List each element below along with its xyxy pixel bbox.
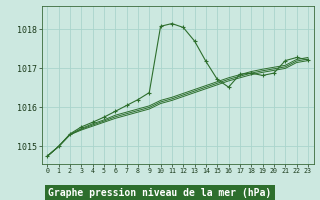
Text: Graphe pression niveau de la mer (hPa): Graphe pression niveau de la mer (hPa) xyxy=(48,188,272,198)
